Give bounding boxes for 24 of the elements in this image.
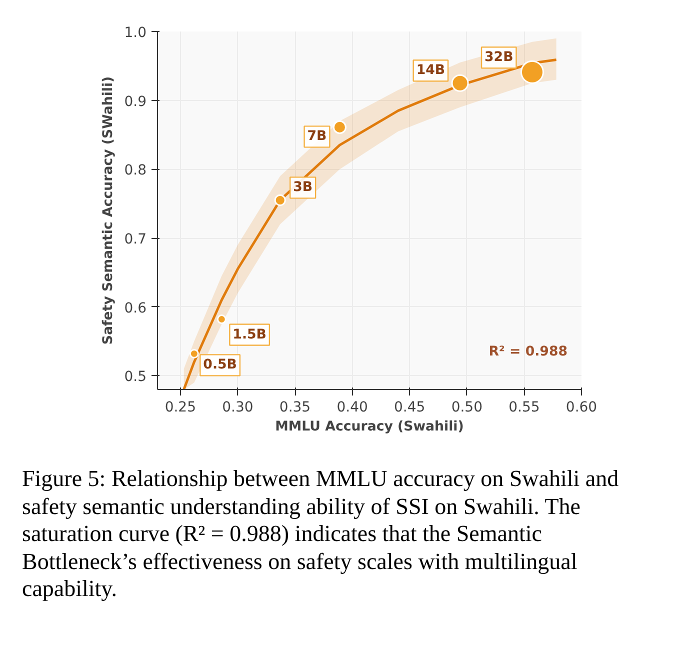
x-tick-label: 0.40 <box>336 400 368 416</box>
x-tick-label: 0.45 <box>394 400 426 416</box>
annotation: 14B <box>416 63 446 78</box>
x-tick-label: 0.30 <box>222 400 254 416</box>
y-tick-label: 1.0 <box>124 25 146 41</box>
annotation: R² = 0.988 <box>488 344 568 360</box>
x-tick-label: 0.60 <box>566 400 598 416</box>
x-tick-label: 0.55 <box>508 400 540 416</box>
annotation: 0.5B <box>203 358 237 373</box>
annotation: 32B <box>484 50 514 66</box>
y-tick-label: 0.8 <box>124 162 146 179</box>
annotation: 1.5B <box>232 327 266 342</box>
caption: Figure 5: Relationship between MMLU accuracy on Swahili and safety semantic understanding ability of SSI on Swahili. The saturation curve (R² = 0.988) indicates that the Semantic Bottleneck’s effectiveness on safety scales with multilingual capability. <box>22 465 620 603</box>
y-axis-title: Safety Semantic Accuracy (SWahili) <box>101 76 116 345</box>
y-tick-label: 0.7 <box>124 232 146 248</box>
annotation: 7B <box>307 129 327 144</box>
x-axis-title: MMLU Accuracy (Swahili) <box>275 420 464 434</box>
y-tick-label: 0.5 <box>124 369 146 386</box>
y-tick-label: 0.9 <box>124 94 146 110</box>
annotation: 3B <box>293 180 313 196</box>
y-tick-label: 0.6 <box>124 300 147 316</box>
x-tick-label: 0.50 <box>451 400 482 416</box>
x-tick-label: 0.25 <box>164 400 196 416</box>
x-tick-label: 0.35 <box>279 400 311 416</box>
